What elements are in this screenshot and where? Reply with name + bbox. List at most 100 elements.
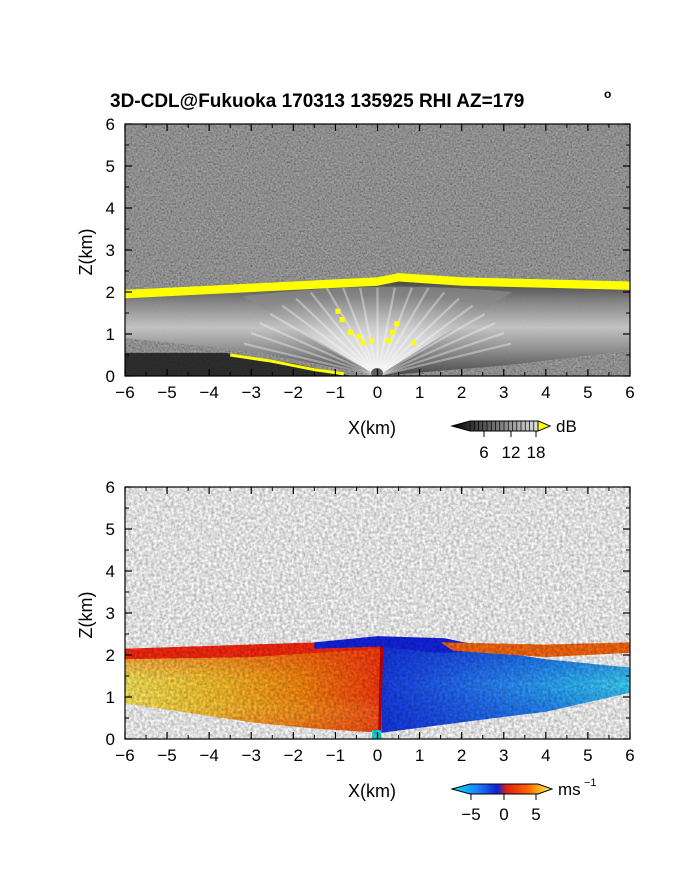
y-tick-label: 0 <box>106 367 115 386</box>
y-tick-label: 4 <box>106 199 115 218</box>
cone-rays <box>243 287 512 376</box>
reflectivity-axes: −6 −5 −4 −3 −2 −1 0 1 2 3 4 5 6 0 1 2 3 4 5 6 <box>106 115 635 402</box>
cone-ray <box>377 322 496 376</box>
yellow-speckle <box>385 338 391 344</box>
x-tick-label: 1 <box>415 383 424 402</box>
velocity-ylabel: Z(km) <box>76 592 96 639</box>
y-tick-label: 4 <box>106 562 115 581</box>
velocity-colorbar: ms −1 −5 0 5 <box>450 777 597 824</box>
x-tick-label: 1 <box>415 746 424 765</box>
y-tick-label: 3 <box>106 241 115 260</box>
cone-ray <box>377 332 505 376</box>
reflectivity-xlabel: X(km) <box>348 418 396 438</box>
x-tick-label: −2 <box>284 746 303 765</box>
velocity-axes: −6 −5 −4 −3 −2 −1 0 1 2 3 4 5 6 0 1 2 3 4 5 6 <box>106 478 635 765</box>
cone-ray <box>250 332 378 376</box>
y-tick-label: 0 <box>106 730 115 749</box>
x-tick-label: 5 <box>583 383 592 402</box>
x-tick-label: −1 <box>326 746 345 765</box>
cone-ray <box>359 287 379 376</box>
colorbar-gray-gradient <box>450 420 552 432</box>
yellow-speckle <box>339 317 345 323</box>
x-tick-label: 2 <box>457 383 466 402</box>
x-tick-label: 6 <box>625 746 634 765</box>
colorbar-tick-label: 5 <box>531 805 540 824</box>
cone-ray <box>309 291 379 376</box>
velocity-speckle <box>125 487 630 739</box>
y-tick-label: 1 <box>106 688 115 707</box>
x-tick-label: 3 <box>499 746 508 765</box>
cone-ray <box>295 297 379 376</box>
x-tick-label: 3 <box>499 383 508 402</box>
yellow-speckle <box>356 334 362 339</box>
colorbar-unit-db: dB <box>556 417 577 436</box>
x-tick-label: −6 <box>115 746 134 765</box>
x-tick-label: 6 <box>625 383 634 402</box>
cone-ray <box>269 313 379 376</box>
x-tick-label: −3 <box>242 383 261 402</box>
cone-ray <box>376 287 396 376</box>
colorbar-unit-ms: ms <box>558 780 581 799</box>
colorbar-tick-label: 6 <box>479 443 488 462</box>
colorbar-tick-label: 18 <box>527 443 546 462</box>
velocity-panel: −6 −5 −4 −3 −2 −1 0 1 2 3 4 5 6 0 1 2 3 4 5 6 X(km) Z(km) m… <box>76 478 635 824</box>
x-tick-label: 0 <box>373 383 382 402</box>
x-tick-label: −1 <box>326 383 345 402</box>
x-tick-label: −5 <box>157 383 176 402</box>
cone-ray <box>376 287 430 376</box>
colorbar-ticks <box>469 421 539 437</box>
reflectivity-image <box>125 124 630 376</box>
y-tick-label: 6 <box>106 478 115 497</box>
y-tick-label: 1 <box>106 325 115 344</box>
yellow-speckle <box>369 338 375 344</box>
cone-ray <box>376 291 446 376</box>
bright-cone-echo <box>242 286 513 376</box>
x-tick-label: −3 <box>242 746 261 765</box>
yellow-layer <box>125 273 630 299</box>
cone-ray <box>342 287 379 376</box>
yellow-speckle <box>394 321 400 327</box>
yellow-speckle <box>390 329 396 335</box>
yellow-speckle <box>360 340 366 346</box>
x-tick-label: −5 <box>157 746 176 765</box>
cone-ray <box>281 304 379 376</box>
colorbar-tick-label: −5 <box>461 805 480 824</box>
colorbar-over-triangle <box>537 420 552 432</box>
y-tick-label: 2 <box>106 283 115 302</box>
ground-shadow <box>125 352 353 376</box>
ground-return-yellow <box>229 353 345 376</box>
cone-ray <box>376 313 486 376</box>
title-degree-sign: o <box>604 87 611 101</box>
x-tick-label: 2 <box>457 746 466 765</box>
x-tick-label: −4 <box>199 383 218 402</box>
x-tick-label: 5 <box>583 746 592 765</box>
cone-ray <box>259 322 378 376</box>
y-tick-label: 2 <box>106 646 115 665</box>
colorbar-tick-label: 0 <box>499 805 508 824</box>
reflectivity-ylabel: Z(km) <box>76 229 96 276</box>
yellow-spots <box>335 308 417 346</box>
yellow-speckle <box>348 329 354 335</box>
x-tick-label: 0 <box>373 746 382 765</box>
cone-ray <box>377 342 512 376</box>
colorbar-ticks <box>470 794 537 800</box>
x-tick-label: −2 <box>284 383 303 402</box>
x-tick-label: 4 <box>541 746 550 765</box>
reflectivity-colorbar: dB 6 12 18 <box>450 417 577 462</box>
y-tick-label: 3 <box>106 604 115 623</box>
yellow-speckle <box>335 308 341 314</box>
y-tick-label: 5 <box>106 520 115 539</box>
y-tick-label: 5 <box>106 157 115 176</box>
cone-ray <box>243 342 378 376</box>
x-tick-label: 4 <box>541 383 550 402</box>
cone-ray <box>376 297 460 376</box>
colorbar-tick-label: 12 <box>502 443 521 462</box>
colorbar-unit-exponent: −1 <box>584 777 597 789</box>
y-tick-label: 6 <box>106 115 115 134</box>
velocity-image <box>125 487 630 739</box>
x-tick-label: −4 <box>199 746 218 765</box>
cone-ray <box>376 304 474 376</box>
figure-title: 3D-CDL@Fukuoka 170313 135925 RHI AZ=179 <box>110 91 524 112</box>
